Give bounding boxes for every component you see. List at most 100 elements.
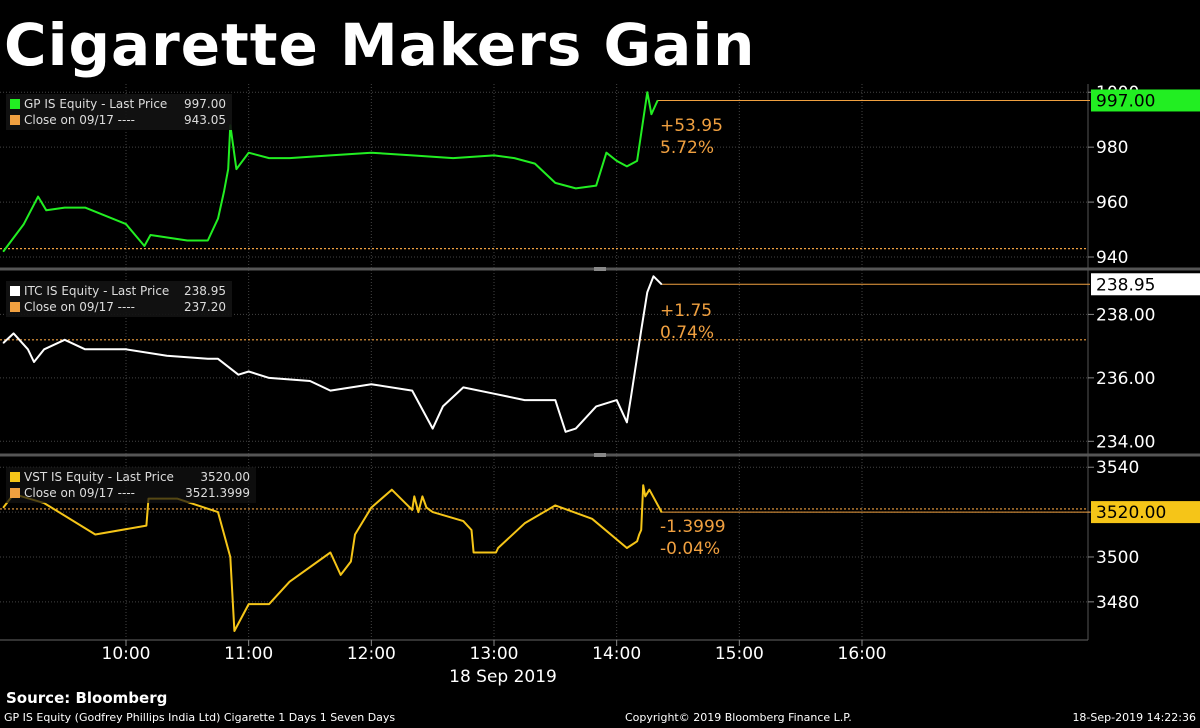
footer-timestamp: 18-Sep-2019 14:22:36 (1072, 711, 1196, 724)
data-point-vst (425, 507, 428, 509)
y-tick-label-itc: 236.00 (1096, 369, 1155, 389)
data-point-vst (497, 547, 499, 549)
y-tick-label-vst: 3480 (1096, 593, 1139, 613)
last-price-badge-text-itc: 238.95 (1096, 275, 1155, 295)
data-point-gp (626, 165, 628, 167)
data-point-vst (413, 495, 415, 497)
x-tick-label: 14:00 (592, 644, 641, 664)
data-point-gp (370, 152, 372, 154)
data-point-gp (493, 154, 495, 157)
data-point-gp (84, 206, 86, 209)
data-point-gp (656, 99, 659, 102)
data-point-vst (462, 520, 464, 522)
data-point-itc (27, 348, 29, 350)
data-point-itc (616, 399, 618, 401)
data-point-itc (524, 399, 526, 401)
data-point-vst (644, 495, 646, 497)
data-point-vst (472, 551, 475, 554)
data-point-itc (248, 370, 250, 373)
data-point-vst (340, 574, 342, 576)
data-point-gp (235, 168, 237, 170)
panel-frames (0, 84, 1200, 646)
data-point-gp (554, 182, 556, 184)
legend-itc-last-value: 238.95 (184, 284, 226, 298)
data-point-vst (94, 533, 96, 536)
data-point-itc (329, 389, 332, 392)
legend-swatch-vst (10, 472, 20, 482)
data-point-itc (64, 339, 66, 341)
data-point-gp (23, 223, 25, 225)
footer-description: GP IS Equity (Godfrey Phillips India Ltd… (4, 711, 396, 724)
data-point-gp (329, 154, 332, 157)
data-point-itc (626, 421, 628, 423)
data-point-itc (630, 396, 632, 398)
data-point-itc (43, 348, 45, 350)
data-point-vst (268, 603, 270, 605)
legend-swatch-gp-close (10, 115, 20, 125)
data-point-gp (64, 206, 66, 209)
data-point-gp (452, 157, 454, 159)
legend-swatch-gp (10, 99, 20, 109)
legend-swatch-itc (10, 286, 20, 296)
data-point-vst (329, 551, 332, 554)
data-point-itc (646, 291, 648, 293)
source-label: Source: Bloomberg (6, 689, 168, 707)
data-point-itc (309, 380, 311, 382)
data-point-vst (636, 540, 638, 542)
data-point-itc (493, 393, 495, 395)
data-point-itc (237, 374, 240, 376)
change-pct-itc: 0.74% (660, 323, 715, 343)
last-price-badge-text-vst: 3520.00 (1096, 503, 1166, 523)
data-point-vst (648, 489, 650, 491)
data-point-vst (640, 529, 642, 531)
x-tick-label: 15:00 (715, 644, 764, 664)
data-point-itc (432, 428, 434, 430)
data-point-vst (638, 533, 640, 536)
data-point-itc (442, 405, 444, 408)
panel-handle (594, 267, 606, 271)
series-line-vst (2, 484, 663, 632)
change-annotation-gp: +53.95 5.72% (660, 115, 723, 159)
legend-vst-last-label: VST IS Equity - Last Price (24, 470, 174, 484)
legend-itc-close-value: 237.20 (184, 300, 226, 314)
data-point-gp (646, 91, 648, 93)
data-point-itc (640, 329, 642, 331)
change-annotation-vst: -1.3999 -0.04% (660, 516, 726, 560)
data-point-itc (12, 332, 15, 335)
x-tick-label: 10:00 (102, 644, 151, 664)
data-point-vst (554, 504, 556, 506)
data-point-vst (248, 603, 250, 605)
data-point-itc (125, 348, 127, 350)
change-annotation-itc: +1.75 0.74% (660, 300, 714, 344)
legend-vst-last-value: 3520.00 (200, 470, 250, 484)
series-line-itc (2, 275, 663, 433)
x-axis-date-label: 18 Sep 2019 (449, 667, 557, 687)
data-point-gp (149, 234, 152, 236)
data-point-gp (125, 223, 127, 225)
data-point-gp (513, 157, 516, 159)
data-point-vst (417, 511, 419, 513)
data-point-gp (650, 113, 653, 115)
data-point-gp (411, 154, 413, 157)
legend-swatch-vst-close (10, 488, 20, 498)
data-point-itc (370, 383, 372, 385)
data-point-gp (640, 132, 642, 135)
data-point-gp (575, 187, 577, 189)
data-point-vst (524, 522, 526, 524)
x-tick-label: 16:00 (838, 644, 887, 664)
data-point-gp (223, 190, 225, 192)
change-gp: +53.95 (660, 116, 723, 136)
data-point-itc (84, 348, 86, 350)
legend-itc-close-label: Close on 09/17 ---- (24, 300, 135, 314)
data-point-itc (554, 399, 556, 401)
data-point-gp (595, 185, 597, 187)
change-pct-gp: 5.72% (660, 138, 715, 158)
y-tick-label-gp: 960 (1096, 193, 1128, 213)
last-price-badge-text-gp: 997.00 (1096, 91, 1155, 111)
data-point-vst (642, 484, 644, 486)
data-point-vst (661, 511, 663, 513)
data-point-gp (37, 195, 39, 198)
data-point-itc (575, 428, 577, 430)
legend-itc: ITC IS Equity - Last Price 238.95 Close … (6, 281, 232, 317)
